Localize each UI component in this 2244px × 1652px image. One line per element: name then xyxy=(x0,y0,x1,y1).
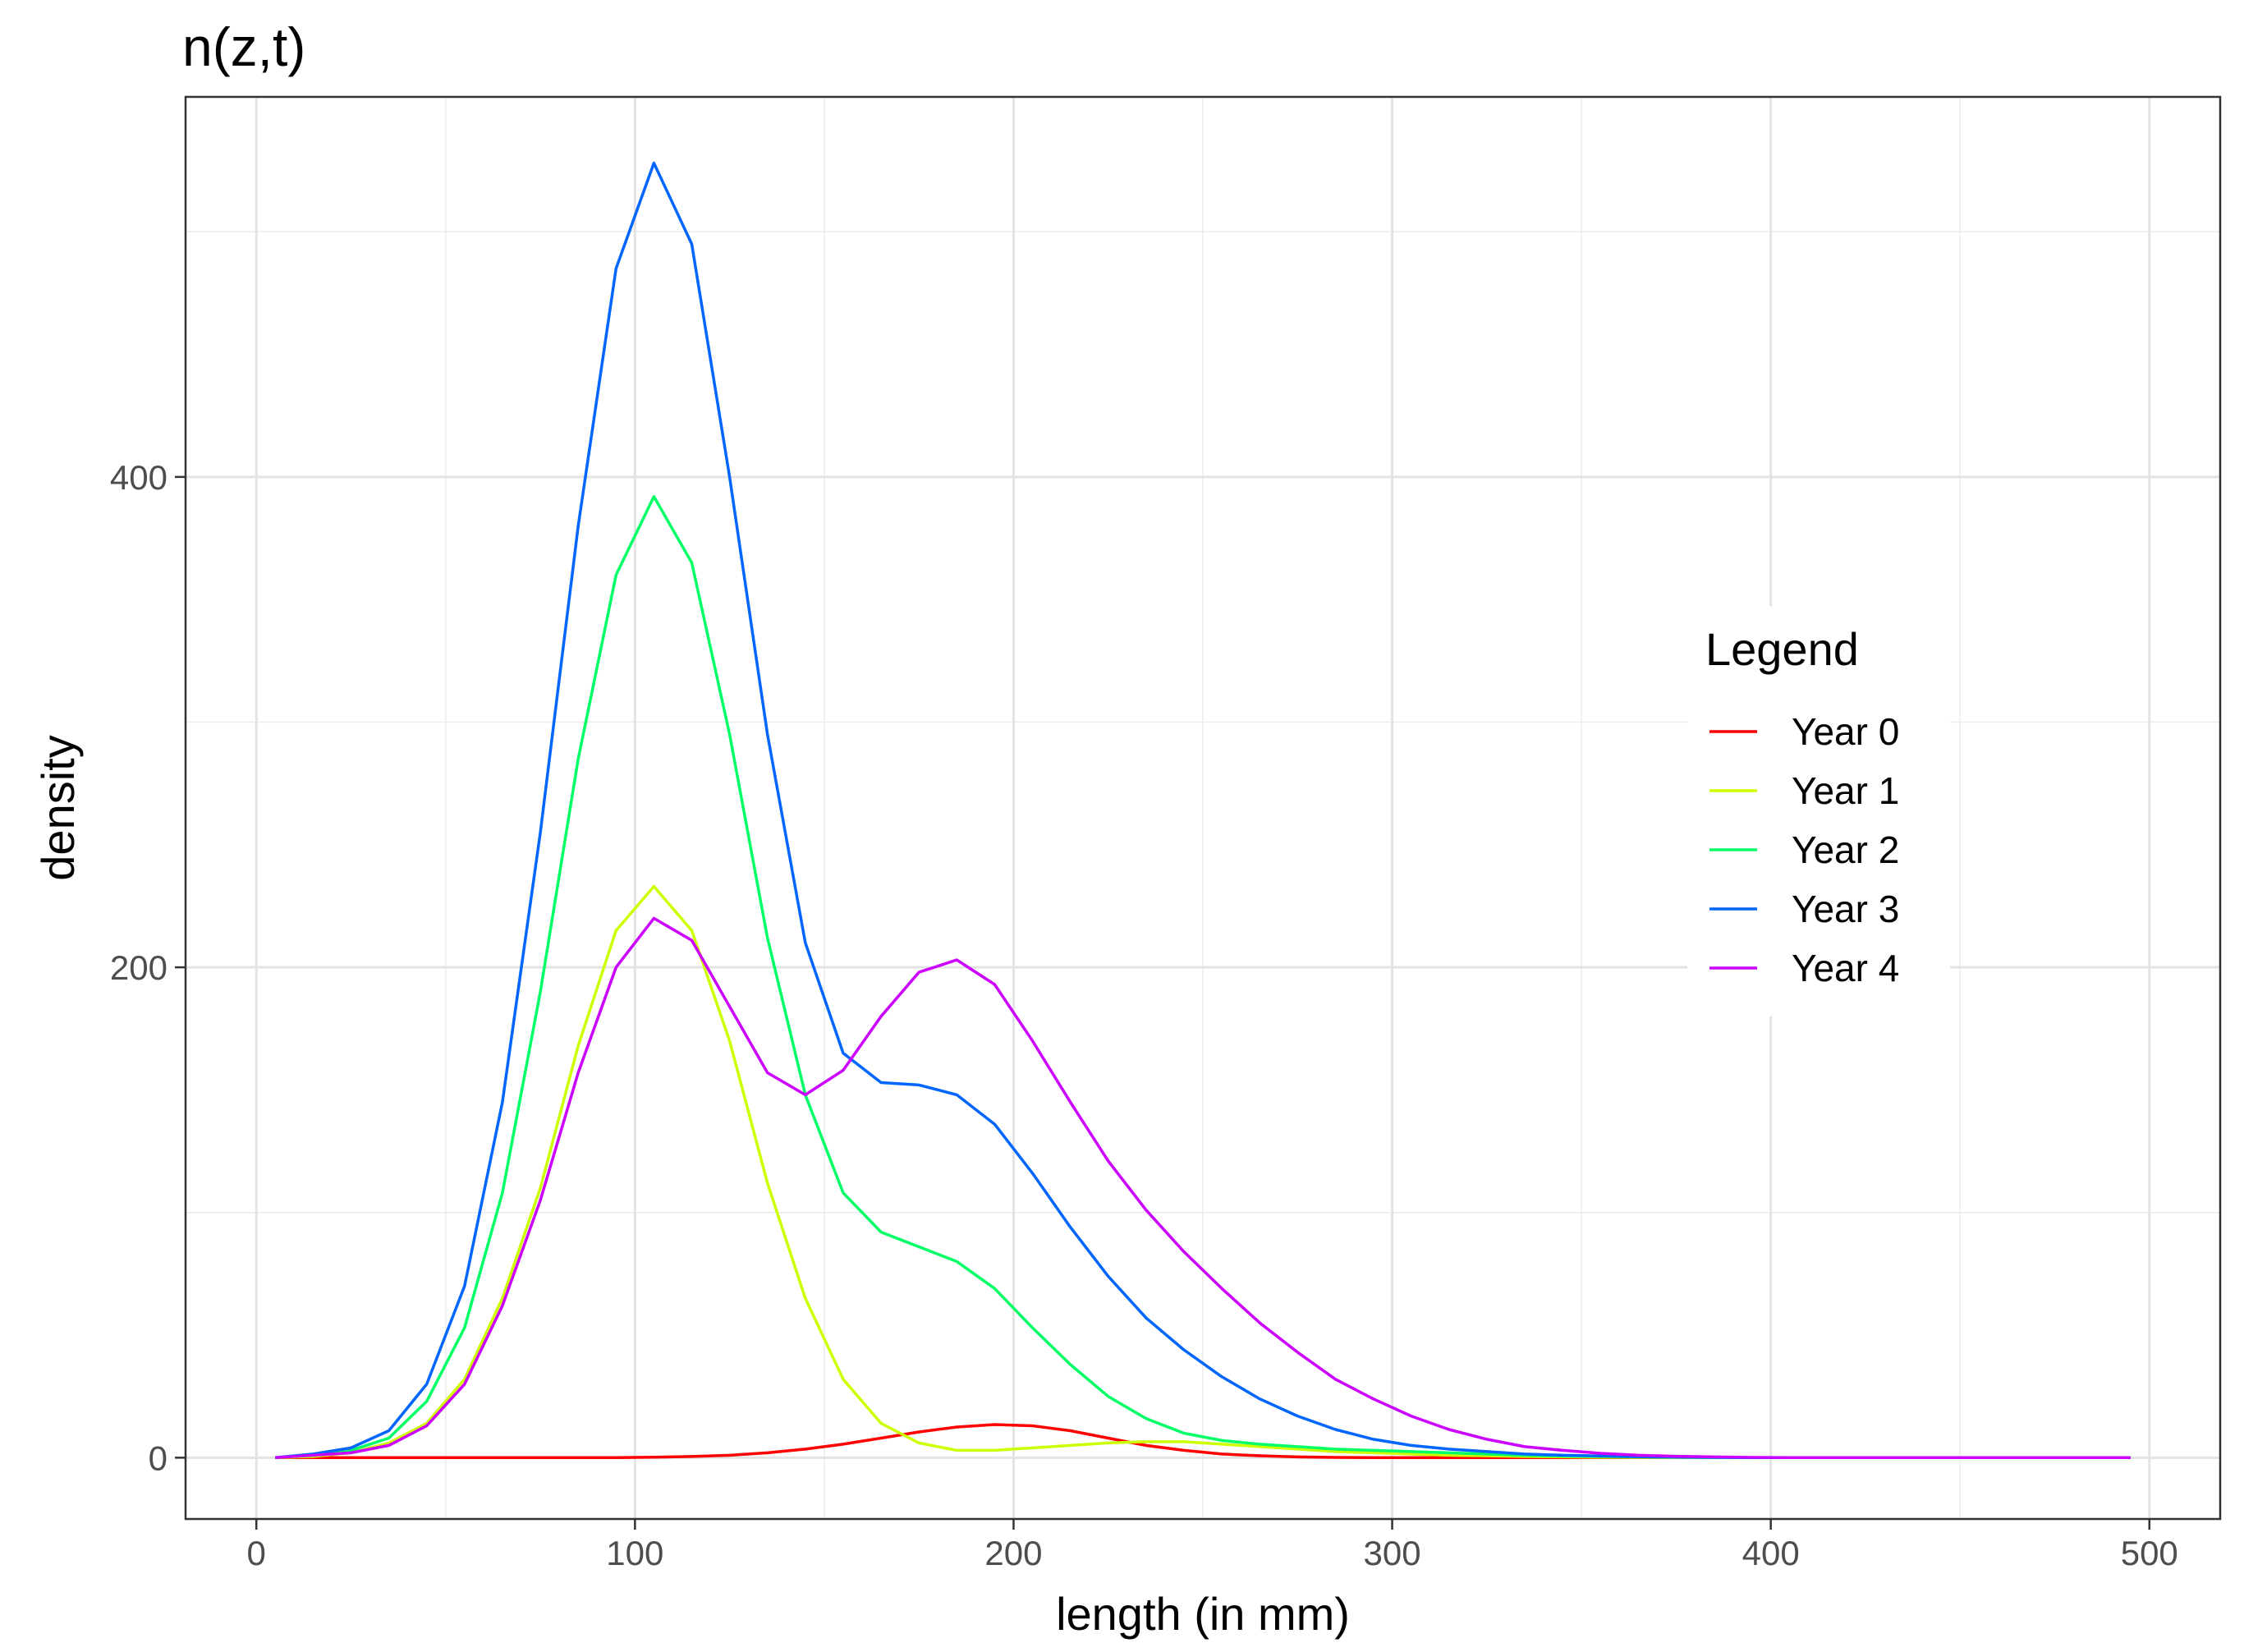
x-tick-label: 400 xyxy=(1742,1534,1800,1572)
x-tick-label: 200 xyxy=(984,1534,1042,1572)
legend-items: Year 0 Year 1 Year 2 Year 3 Year 4 xyxy=(1709,710,1899,989)
x-tick-label: 300 xyxy=(1364,1534,1421,1572)
legend-label-year-1: Year 1 xyxy=(1792,769,1899,812)
plot-border xyxy=(184,95,2222,1521)
y-tick-label: 400 xyxy=(110,458,167,497)
y-axis: 0 200 400 xyxy=(110,458,186,1477)
y-tick-label: 200 xyxy=(110,948,167,987)
series-line-year-4 xyxy=(275,916,2131,1460)
x-tick-label: 100 xyxy=(606,1534,663,1572)
legend-label-year-2: Year 2 xyxy=(1792,828,1899,871)
legend-label-year-4: Year 4 xyxy=(1792,947,1899,989)
legend-background xyxy=(1687,606,1950,1016)
legend: Legend Year 0 Year 1 Year 2 Year 3 Year 4 xyxy=(1687,606,1950,1016)
x-tick-label: 0 xyxy=(247,1534,266,1572)
y-tick-label: 0 xyxy=(149,1439,167,1477)
x-axis: 0 100 200 300 400 500 xyxy=(247,1519,2178,1572)
plot-title: n(z,t) xyxy=(182,16,305,77)
grid-major xyxy=(186,97,2220,1519)
x-tick-label: 500 xyxy=(2121,1534,2178,1572)
x-axis-title: length (in mm) xyxy=(1056,1588,1350,1640)
legend-title: Legend xyxy=(1705,623,1859,675)
legend-label-year-3: Year 3 xyxy=(1792,888,1899,930)
series-lines xyxy=(275,161,2131,1460)
y-axis-title: density xyxy=(32,735,84,880)
legend-label-year-0: Year 0 xyxy=(1792,710,1899,753)
